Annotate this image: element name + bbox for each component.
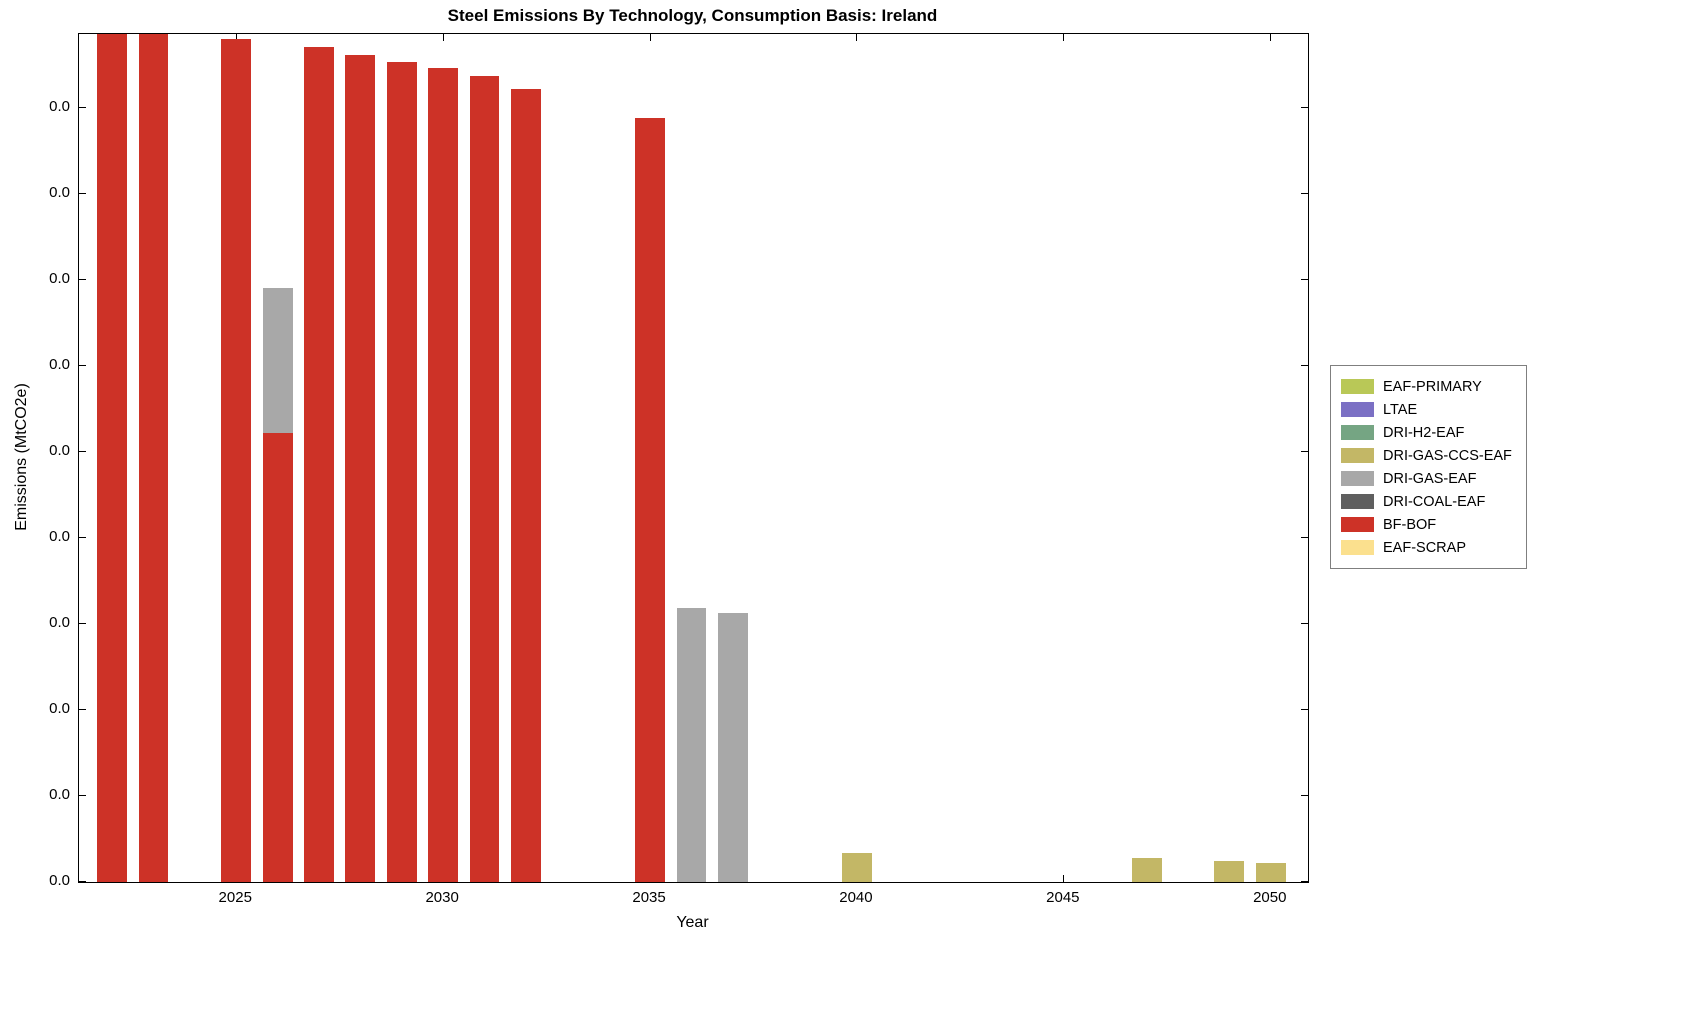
y-tick-mark — [1301, 451, 1308, 453]
x-tick-label: 2040 — [839, 889, 873, 906]
x-tick-mark — [442, 34, 444, 41]
legend-label: EAF-PRIMARY — [1383, 378, 1482, 395]
bar-2028-bf-bof — [345, 55, 376, 882]
legend-item-dri-h2-eaf: DRI-H2-EAF — [1341, 421, 1512, 444]
bar-2029-bf-bof — [386, 61, 417, 882]
legend-swatch-eaf-scrap — [1341, 540, 1374, 555]
bar-2040-dri-gas-ccs-eaf — [842, 853, 872, 882]
bar-2023-bf-bof — [138, 34, 169, 882]
y-tick-mark — [1301, 364, 1308, 366]
bar-2027-bf-bof — [304, 46, 334, 882]
plot-area — [78, 33, 1309, 883]
legend-label: DRI-H2-EAF — [1383, 424, 1465, 441]
x-tick-mark — [1270, 34, 1272, 41]
bar-2036-dri-gas-eaf — [676, 608, 707, 882]
legend-item-dri-gas-eaf: DRI-GAS-EAF — [1341, 467, 1512, 490]
legend-swatch-bf-bof — [1341, 517, 1374, 532]
x-tick-label: 2025 — [218, 889, 252, 906]
x-axis-label: Year — [676, 914, 709, 931]
y-tick-label: 0.0 — [49, 699, 70, 717]
x-tick-label: 2050 — [1253, 889, 1287, 906]
y-tick-mark — [1301, 881, 1308, 882]
y-tick-mark — [79, 536, 86, 538]
bar-2026-dri-gas-eaf — [262, 288, 293, 434]
legend-swatch-ltae — [1341, 402, 1374, 417]
bar-2032-bf-bof — [511, 89, 541, 882]
legend-item-dri-coal-eaf: DRI-COAL-EAF — [1341, 490, 1512, 513]
y-tick-mark — [79, 708, 86, 710]
legend-label: BF-BOF — [1383, 516, 1437, 533]
legend-swatch-dri-gas-ccs-eaf — [1341, 448, 1374, 463]
y-tick-label: 0.0 — [49, 97, 70, 115]
y-tick-mark — [1301, 106, 1308, 108]
legend-item-ltae: LTAE — [1341, 398, 1512, 421]
bar-2026-bf-bof — [262, 433, 293, 882]
legend-swatch-dri-h2-eaf — [1341, 425, 1374, 440]
y-tick-mark — [1301, 623, 1308, 625]
y-tick-label: 0.0 — [49, 527, 70, 545]
legend-item-eaf-primary: EAF-PRIMARY — [1341, 375, 1512, 398]
y-tick-label: 0.0 — [49, 442, 70, 460]
y-tick-mark — [1301, 536, 1308, 538]
legend-swatch-dri-coal-eaf — [1341, 494, 1374, 509]
bar-2031-bf-bof — [469, 76, 500, 882]
y-tick-label: 0.0 — [49, 872, 70, 889]
legend-swatch-eaf-primary — [1341, 379, 1374, 394]
x-tick-label: 2030 — [425, 889, 459, 906]
bar-2047-dri-gas-ccs-eaf — [1131, 858, 1162, 882]
y-tick-mark — [79, 106, 86, 108]
bar-2049-dri-gas-ccs-eaf — [1214, 860, 1245, 882]
bar-2022-bf-bof — [97, 34, 127, 882]
y-tick-label: 0.0 — [49, 355, 70, 373]
legend-item-bf-bof: BF-BOF — [1341, 513, 1512, 536]
bar-2030-bf-bof — [428, 67, 459, 882]
x-tick-label: 2035 — [632, 889, 666, 906]
y-tick-mark — [79, 364, 86, 366]
y-tick-mark — [79, 795, 86, 797]
legend-label: DRI-GAS-CCS-EAF — [1383, 447, 1512, 464]
y-tick-mark — [79, 623, 86, 625]
legend: EAF-PRIMARY LTAE DRI-H2-EAF DRI-GAS-CCS-EAF… — [1330, 365, 1527, 569]
y-tick-label: 0.0 — [49, 614, 70, 632]
y-tick-mark — [79, 278, 86, 280]
y-tick-mark — [1301, 708, 1308, 710]
x-tick-mark — [649, 34, 651, 41]
legend-label: EAF-SCRAP — [1383, 539, 1466, 556]
y-tick-mark — [79, 451, 86, 453]
bar-2035-bf-bof — [635, 117, 665, 882]
y-tick-mark — [1301, 193, 1308, 195]
legend-item-eaf-scrap: EAF-SCRAP — [1341, 536, 1512, 559]
bar-2037-dri-gas-eaf — [717, 613, 748, 882]
y-tick-mark — [79, 193, 86, 195]
x-tick-label: 2045 — [1046, 889, 1080, 906]
legend-label: DRI-COAL-EAF — [1383, 493, 1486, 510]
y-tick-label: 0.0 — [49, 786, 70, 804]
chart-title: Steel Emissions By Technology, Consumpti… — [447, 6, 938, 25]
bar-2050-dri-gas-ccs-eaf — [1255, 863, 1286, 882]
y-tick-mark — [1301, 278, 1308, 280]
y-tick-mark — [79, 881, 86, 882]
legend-label: DRI-GAS-EAF — [1383, 470, 1477, 487]
y-tick-label: 0.0 — [49, 269, 70, 287]
bar-2025-bf-bof — [221, 39, 252, 882]
y-tick-mark — [1301, 795, 1308, 797]
y-tick-label: 0.0 — [49, 184, 70, 202]
legend-swatch-dri-gas-eaf — [1341, 471, 1374, 486]
x-tick-mark — [1063, 34, 1065, 41]
x-tick-mark — [1063, 875, 1065, 882]
x-tick-mark — [856, 34, 858, 41]
x-tick-mark — [235, 34, 237, 41]
legend-label: LTAE — [1383, 401, 1418, 418]
legend-item-dri-gas-ccs-eaf: DRI-GAS-CCS-EAF — [1341, 444, 1512, 467]
